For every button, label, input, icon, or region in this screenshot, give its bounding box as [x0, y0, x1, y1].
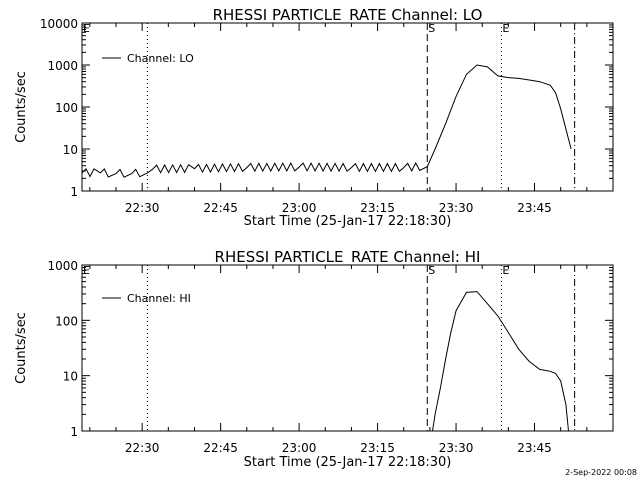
- marker-label: E: [83, 264, 90, 277]
- x-tick-label: 22:45: [203, 201, 238, 215]
- plot-frame: [81, 22, 614, 192]
- x-axis-label: Start Time (25-Jan-17 22:18:30): [244, 214, 452, 229]
- legend-label: Channel: LO: [127, 52, 194, 65]
- y-tick-label: 1: [70, 425, 78, 439]
- legend-label: Channel: HI: [127, 292, 191, 305]
- footer-timestamp: 2-Sep-2022 00:08: [565, 468, 637, 477]
- x-tick-label: 23:30: [439, 441, 474, 455]
- y-tick-label: 100: [55, 314, 78, 328]
- y-tick-label: 1000: [47, 59, 78, 73]
- series-line: [432, 291, 569, 432]
- x-tick-label: 22:45: [203, 441, 238, 455]
- y-tick-label: 10: [63, 370, 78, 384]
- x-tick-label: 23:45: [517, 201, 552, 215]
- series-line: [81, 64, 572, 178]
- chart-panels: RHESSI PARTICLE_RATE Channel: LO Start Ti…: [14, 6, 614, 470]
- chart-panel-1: RHESSI PARTICLE_RATE Channel: LO Start Ti…: [14, 6, 614, 229]
- x-tick-label: 23:30: [439, 201, 474, 215]
- chart-title: RHESSI PARTICLE_RATE Channel: LO: [213, 6, 483, 25]
- marker-label: S: [428, 22, 435, 35]
- x-tick-label: 22:30: [125, 441, 160, 455]
- x-tick-label: 23:15: [360, 441, 395, 455]
- y-axis-label: Counts/sec: [14, 71, 29, 143]
- y-tick-label: 1000: [47, 259, 78, 273]
- x-tick-label: 23:15: [360, 201, 395, 215]
- y-tick-label: 1: [70, 185, 78, 199]
- marker-label: S: [428, 264, 435, 277]
- x-axis-label: Start Time (25-Jan-17 22:18:30): [244, 455, 452, 470]
- marker-label: E: [502, 264, 509, 277]
- y-axis-label: Counts/sec: [14, 312, 29, 384]
- plot-frame: [81, 264, 614, 432]
- x-tick-label: 22:30: [125, 201, 160, 215]
- chart-title: RHESSI PARTICLE_RATE Channel: HI: [215, 248, 481, 267]
- marker-label: E: [83, 22, 90, 35]
- marker-label: E: [502, 22, 509, 35]
- chart-panel-2: RHESSI PARTICLE_RATE Channel: HI Start Ti…: [14, 248, 614, 470]
- x-tick-label: 23:45: [517, 441, 552, 455]
- y-tick-label: 10000: [40, 17, 78, 31]
- y-tick-label: 100: [55, 101, 78, 115]
- y-tick-label: 10: [63, 143, 78, 157]
- x-tick-label: 23:00: [282, 441, 317, 455]
- x-tick-label: 23:00: [282, 201, 317, 215]
